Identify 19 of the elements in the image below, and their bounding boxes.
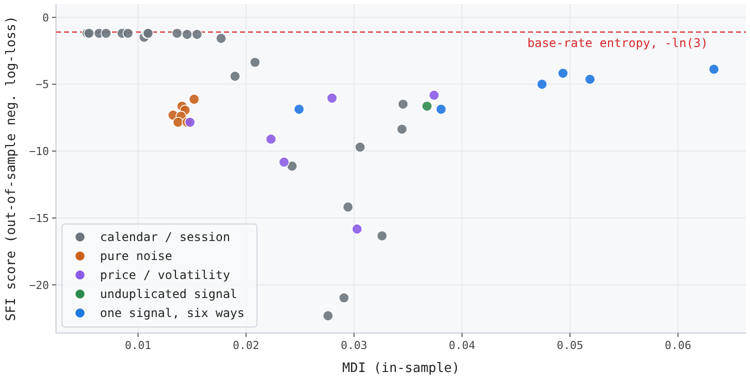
legend-label: price / volatility [100, 268, 230, 282]
y-tick-label: −10 [29, 145, 49, 158]
x-tick-label: 0.01 [124, 339, 152, 352]
y-tick-label: −20 [29, 278, 49, 292]
x-tick-label: 0.05 [556, 339, 584, 352]
y-tick-label: −5 [36, 78, 49, 92]
legend-label: one signal, six ways [100, 306, 244, 320]
y-axis-title: SFI score (out-of-sample neg. log-loss) [4, 16, 19, 322]
x-axis-title: MDI (in-sample) [342, 361, 460, 376]
y-tick-label: 0 [42, 11, 49, 24]
legend-label: calendar / session [100, 230, 230, 244]
legend-label: pure noise [100, 249, 172, 263]
x-tick-label: 0.03 [340, 339, 368, 352]
x-tick-label: 0.04 [448, 339, 476, 352]
x-tick-label: 0.06 [664, 339, 692, 352]
ref-line-label: base-rate entropy, -ln(3) [527, 36, 708, 50]
x-tick-label: 0.02 [232, 339, 260, 352]
legend-label: unduplicated signal [100, 287, 238, 301]
y-tick-label: −15 [29, 212, 49, 225]
